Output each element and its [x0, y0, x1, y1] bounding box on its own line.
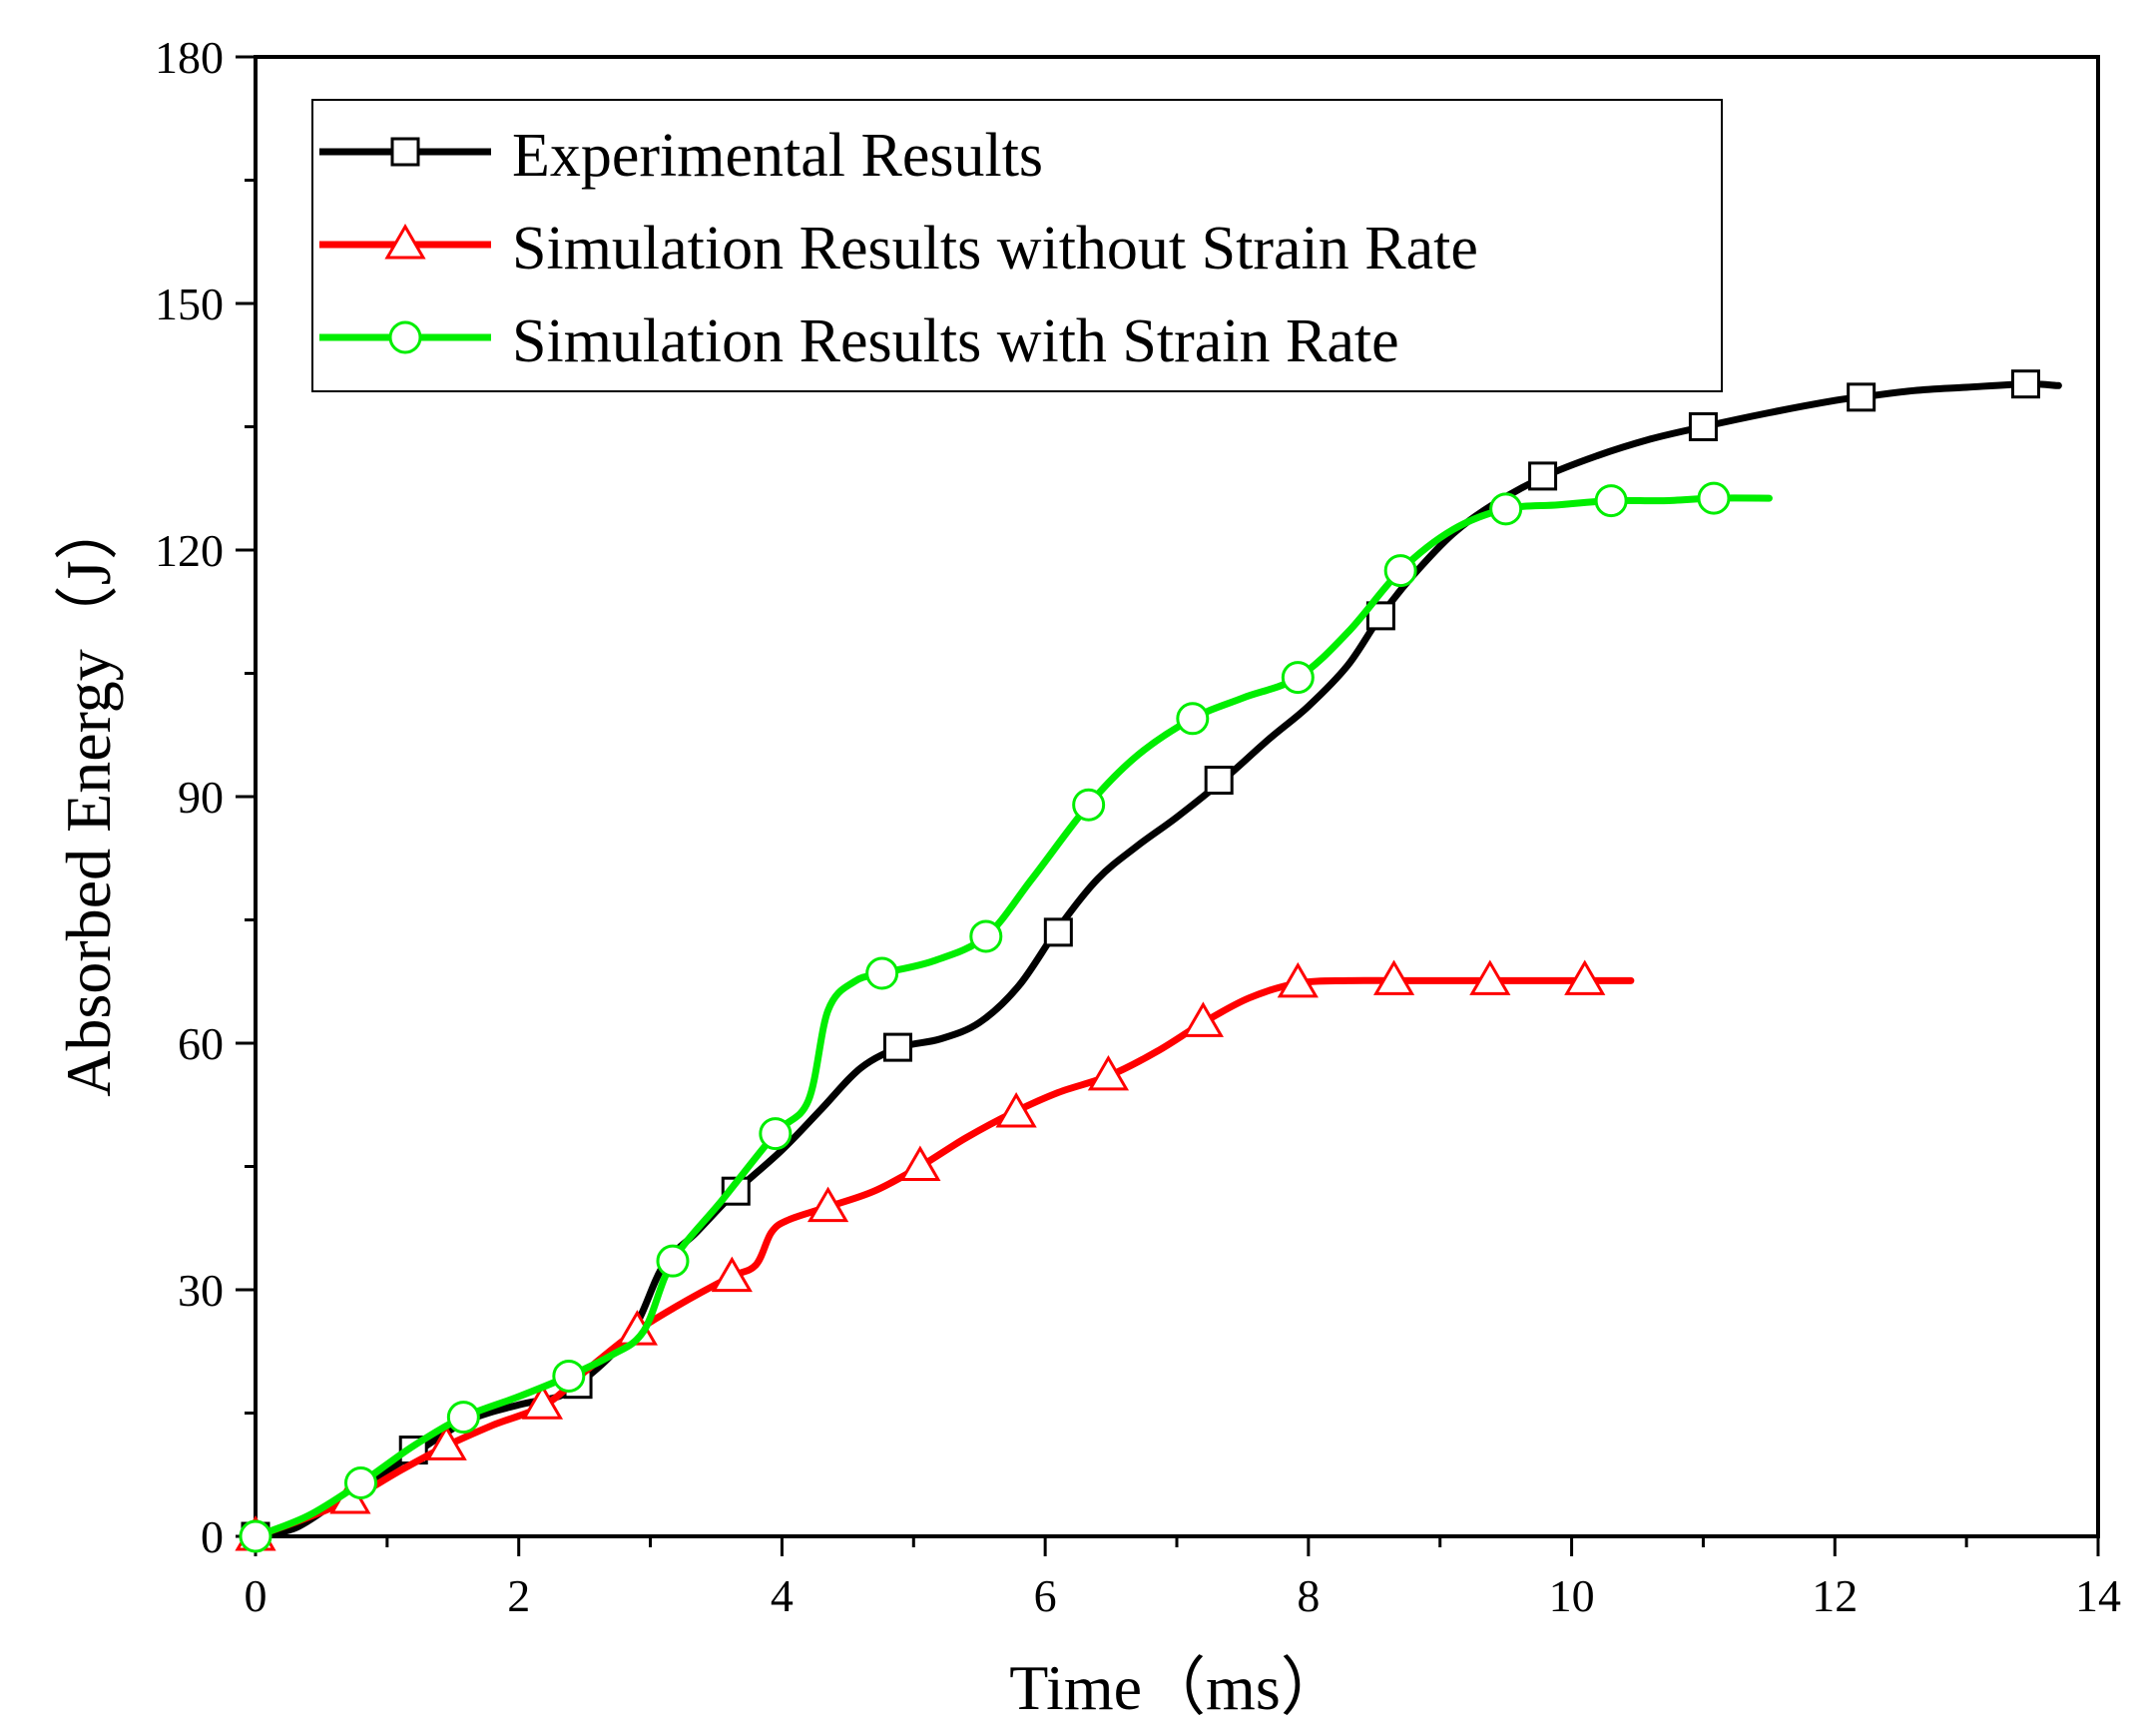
data-point-with-strain-rate: [343, 1465, 377, 1499]
data-point-without-strain-rate: [1564, 959, 1606, 995]
data-point-with-strain-rate: [1489, 492, 1523, 526]
y-tick-label: 120: [155, 525, 224, 576]
x-tick-label: 12: [1812, 1570, 1858, 1621]
x-tick-label: 4: [771, 1570, 794, 1621]
data-point-with-strain-rate: [865, 956, 899, 990]
ticks-layer: 0 2 4 6 8 10 12 14 0 30 60 90 120 150 180: [155, 32, 2121, 1621]
data-point-with-strain-rate: [239, 1519, 272, 1553]
data-point-with-strain-rate: [759, 1117, 793, 1151]
data-point-without-strain-rate: [899, 1145, 941, 1181]
data-point-without-strain-rate: [711, 1256, 753, 1293]
legend-label-without-strain-rate: Simulation Results without Strain Rate: [512, 215, 1478, 283]
y-tick-label: 180: [155, 32, 224, 83]
data-point-experimental: [1688, 412, 1718, 441]
y-tick-label: 60: [178, 1018, 224, 1069]
data-point-without-strain-rate: [1372, 959, 1415, 995]
data-point-experimental: [1365, 601, 1395, 631]
data-point-experimental: [1847, 382, 1877, 412]
data-point-without-strain-rate: [1469, 959, 1511, 995]
data-point-with-strain-rate: [1281, 661, 1315, 695]
x-tick-label: 14: [2075, 1570, 2121, 1621]
legend-marker-without-strain-rate: [384, 224, 426, 260]
series-with-strain-rate: [239, 481, 1773, 1553]
data-point-with-strain-rate: [1697, 481, 1731, 515]
data-point-without-strain-rate: [521, 1384, 564, 1420]
x-tick-label: 2: [507, 1570, 530, 1621]
x-tick-label: 0: [245, 1570, 268, 1621]
data-point-with-strain-rate: [552, 1359, 586, 1393]
legend-label-with-strain-rate: Simulation Results with Strain Rate: [512, 307, 1399, 375]
legend: Experimental Results Simulation Results …: [311, 99, 1723, 392]
series-layer: [235, 369, 2062, 1553]
y-tick-label: 150: [155, 279, 224, 329]
data-point-with-strain-rate: [656, 1244, 690, 1278]
x-tick-label: 10: [1549, 1570, 1595, 1621]
data-point-without-strain-rate: [1087, 1054, 1130, 1091]
data-point-experimental: [882, 1032, 912, 1062]
legend-marker-with-strain-rate: [388, 320, 422, 354]
x-tick-label: 8: [1297, 1570, 1320, 1621]
data-point-with-strain-rate: [1072, 788, 1106, 822]
legend-label-experimental: Experimental Results: [512, 122, 1043, 190]
legend-marker-experimental: [390, 137, 420, 167]
data-point-without-strain-rate: [1182, 1001, 1224, 1037]
x-axis-title: Time（ms）: [1009, 1652, 1344, 1723]
y-tick-label: 90: [178, 772, 224, 823]
y-tick-label: 0: [201, 1511, 224, 1562]
data-point-with-strain-rate: [1383, 554, 1417, 588]
legend-items: [319, 137, 491, 354]
data-point-experimental: [1528, 461, 1558, 491]
data-point-with-strain-rate: [1594, 484, 1628, 518]
data-point-without-strain-rate: [1277, 961, 1319, 998]
data-point-experimental: [1204, 766, 1234, 796]
data-point-with-strain-rate: [1176, 702, 1210, 736]
data-point-without-strain-rate: [806, 1186, 849, 1223]
x-tick-label: 6: [1034, 1570, 1057, 1621]
y-tick-label: 30: [178, 1265, 224, 1316]
data-point-without-strain-rate: [995, 1091, 1037, 1128]
data-point-experimental: [2010, 369, 2040, 399]
data-point-without-strain-rate: [425, 1425, 467, 1460]
legend-box: [311, 99, 1723, 392]
y-axis-title: Absorbed Energy（J）: [53, 496, 124, 1096]
series-line-with-strain-rate: [252, 494, 1773, 1540]
data-point-experimental: [1043, 917, 1073, 947]
data-point-with-strain-rate: [446, 1401, 480, 1435]
data-point-with-strain-rate: [969, 919, 1003, 953]
